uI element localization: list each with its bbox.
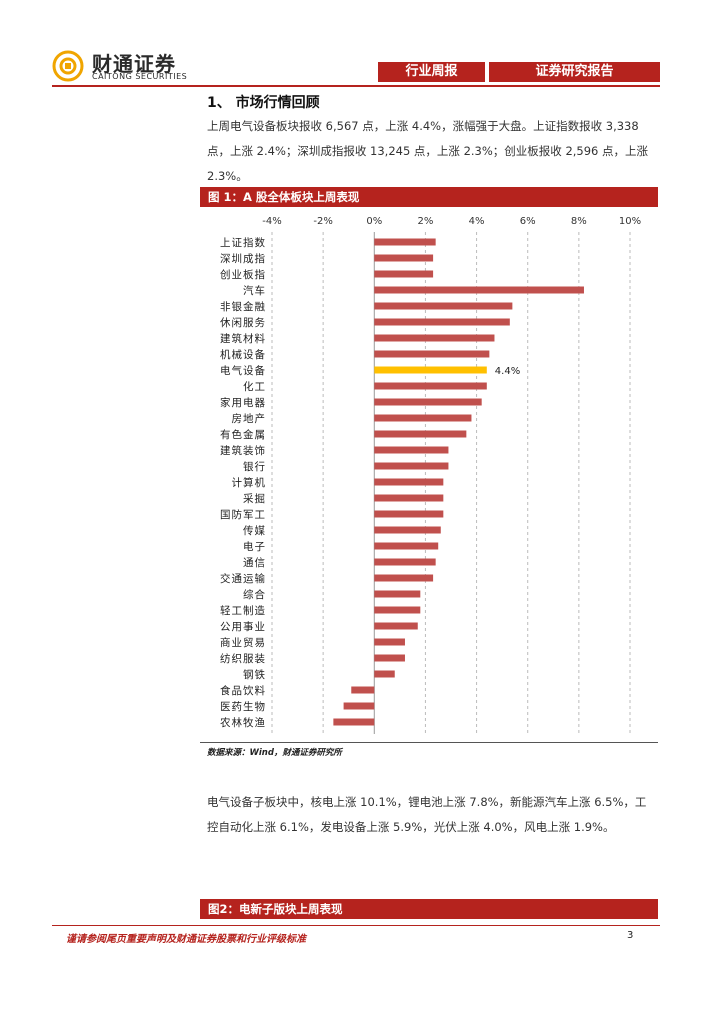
bar bbox=[374, 414, 472, 422]
category-label: 采掘 bbox=[243, 492, 266, 505]
category-label: 计算机 bbox=[232, 476, 267, 489]
category-label: 家用电器 bbox=[220, 396, 266, 409]
category-label: 深圳成指 bbox=[220, 252, 266, 265]
bar bbox=[374, 494, 444, 502]
bar bbox=[374, 302, 513, 310]
category-label: 商业贸易 bbox=[220, 636, 266, 649]
bar bbox=[374, 510, 444, 518]
bar bbox=[374, 590, 421, 598]
bar bbox=[374, 462, 449, 470]
category-label: 建筑材料 bbox=[220, 332, 266, 345]
category-label: 创业板指 bbox=[220, 268, 266, 281]
footer-rule bbox=[52, 925, 660, 926]
category-label: 医药生物 bbox=[220, 700, 266, 713]
bar bbox=[374, 430, 467, 438]
category-label: 有色金属 bbox=[220, 428, 266, 441]
footer-disclaimer: 谨请参阅尾页重要声明及财通证券股票和行业评级标准 bbox=[66, 934, 306, 945]
brand-name-en: CAITONG SECURITIES bbox=[92, 72, 188, 81]
category-label: 电气设备 bbox=[220, 364, 266, 377]
bar bbox=[374, 238, 436, 246]
figure1-bottom-rule bbox=[200, 742, 658, 743]
bar bbox=[374, 574, 434, 582]
bar bbox=[374, 350, 490, 358]
bar bbox=[374, 670, 395, 678]
figure1-title: 图 1：A 股全体板块上周表现 bbox=[200, 187, 658, 207]
paragraph-sub-sectors: 电气设备子板块中，核电上涨 10.1%，锂电池上涨 7.8%，新能源汽车上涨 6… bbox=[207, 795, 647, 834]
paragraph-market-review: 上周电气设备板块报收 6,567 点，上涨 4.4%，涨幅强于大盘。上证指数报收… bbox=[207, 119, 649, 183]
category-label: 农林牧渔 bbox=[220, 716, 266, 729]
category-label: 休闲服务 bbox=[220, 316, 266, 329]
sector-performance-chart: -4% -2% 0% 2% 4% 6% 8% 10% 上证指数深圳成指创业板指汽车非银金融休闲服… bbox=[220, 216, 641, 734]
section-title: 1、 市场行情回顾 bbox=[207, 95, 320, 111]
caitong-logo-icon bbox=[52, 50, 84, 82]
bar bbox=[333, 718, 375, 726]
category-label: 银行 bbox=[243, 460, 266, 473]
category-label: 公用事业 bbox=[220, 620, 266, 633]
category-label: 建筑装饰 bbox=[220, 444, 266, 457]
figure2-title: 图2：电新子版块上周表现 bbox=[200, 899, 658, 919]
page-number: 3 bbox=[627, 930, 634, 941]
bar bbox=[343, 702, 375, 710]
tick-label: 0% bbox=[366, 216, 382, 227]
category-label: 纺织服装 bbox=[220, 652, 266, 665]
tick-label: 10% bbox=[619, 216, 641, 227]
bar bbox=[374, 638, 405, 646]
tick-label: -4% bbox=[262, 216, 281, 227]
bar bbox=[374, 526, 441, 534]
category-label: 交通运输 bbox=[220, 572, 266, 585]
data-label: 4.4% bbox=[495, 366, 520, 377]
category-label: 上证指数 bbox=[220, 236, 266, 249]
bar bbox=[374, 334, 495, 342]
category-label: 电子 bbox=[243, 540, 266, 553]
category-label: 房地产 bbox=[232, 412, 267, 425]
category-label: 传媒 bbox=[243, 524, 266, 537]
tab-industry-weekly: 行业周报 bbox=[378, 62, 485, 82]
bar bbox=[374, 558, 436, 566]
bar bbox=[374, 286, 584, 294]
category-label: 综合 bbox=[243, 588, 266, 601]
tab-securities-research-report: 证券研究报告 bbox=[489, 62, 660, 82]
category-label: 国防军工 bbox=[220, 508, 266, 521]
category-label: 机械设备 bbox=[220, 348, 266, 361]
bar bbox=[374, 270, 434, 278]
bar bbox=[374, 622, 418, 630]
brand-name-cn: 财通证券 bbox=[92, 52, 176, 76]
bar bbox=[374, 446, 449, 454]
tick-label: -2% bbox=[313, 216, 332, 227]
tick-label: 2% bbox=[417, 216, 433, 227]
bar bbox=[374, 254, 434, 262]
bar bbox=[374, 542, 439, 550]
tick-label: 8% bbox=[571, 216, 587, 227]
bar bbox=[374, 382, 487, 390]
bar bbox=[374, 606, 421, 614]
header-rule bbox=[52, 85, 660, 87]
category-label: 化工 bbox=[243, 380, 266, 393]
category-label: 非银金融 bbox=[220, 300, 266, 313]
category-label: 食品饮料 bbox=[220, 684, 266, 697]
bar bbox=[374, 318, 510, 326]
category-label: 通信 bbox=[243, 557, 266, 569]
tick-label: 6% bbox=[520, 216, 536, 227]
tick-label: 4% bbox=[469, 216, 485, 227]
bar bbox=[374, 398, 482, 406]
category-label: 钢铁 bbox=[243, 668, 266, 681]
bar bbox=[351, 686, 375, 694]
category-label: 轻工制造 bbox=[220, 604, 266, 617]
category-label: 汽车 bbox=[243, 284, 266, 297]
bar bbox=[374, 478, 444, 486]
bar bbox=[374, 366, 487, 374]
figure1-source: 数据来源：Wind，财通证券研究所 bbox=[207, 748, 342, 758]
bar bbox=[374, 654, 405, 662]
